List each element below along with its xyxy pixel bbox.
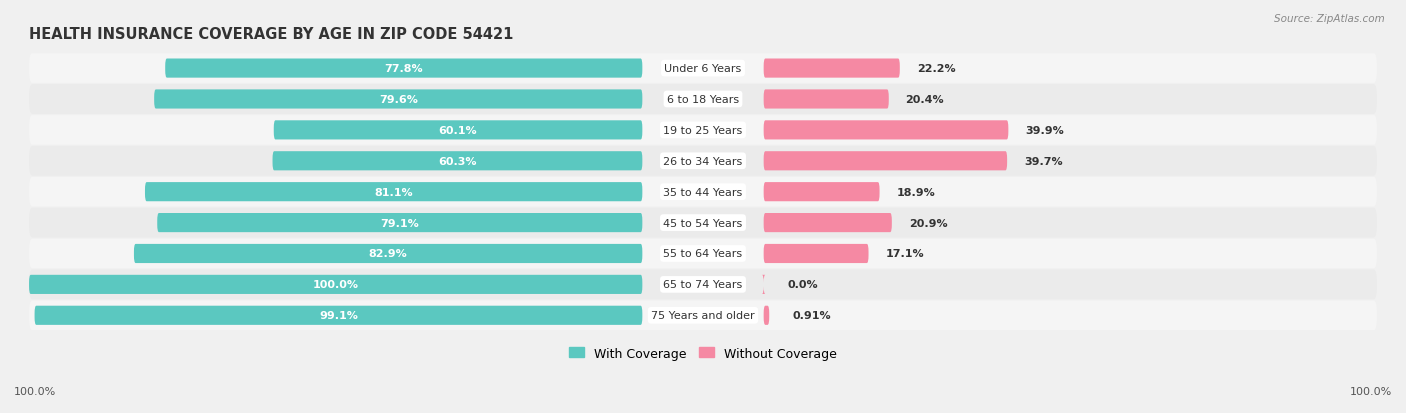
FancyBboxPatch shape (166, 59, 643, 78)
Text: 6 to 18 Years: 6 to 18 Years (666, 95, 740, 105)
FancyBboxPatch shape (155, 90, 643, 109)
Text: Source: ZipAtlas.com: Source: ZipAtlas.com (1274, 14, 1385, 24)
Text: HEALTH INSURANCE COVERAGE BY AGE IN ZIP CODE 54421: HEALTH INSURANCE COVERAGE BY AGE IN ZIP … (30, 27, 513, 42)
FancyBboxPatch shape (30, 116, 1376, 145)
Text: 60.1%: 60.1% (439, 126, 478, 135)
FancyBboxPatch shape (30, 301, 1376, 330)
Legend: With Coverage, Without Coverage: With Coverage, Without Coverage (564, 342, 842, 365)
FancyBboxPatch shape (763, 183, 880, 202)
FancyBboxPatch shape (145, 183, 643, 202)
Text: 19 to 25 Years: 19 to 25 Years (664, 126, 742, 135)
FancyBboxPatch shape (30, 239, 1376, 269)
FancyBboxPatch shape (763, 59, 900, 78)
FancyBboxPatch shape (763, 306, 769, 325)
FancyBboxPatch shape (30, 85, 1376, 114)
Text: 39.9%: 39.9% (1025, 126, 1064, 135)
Text: 99.1%: 99.1% (319, 311, 359, 320)
FancyBboxPatch shape (30, 147, 1376, 176)
FancyBboxPatch shape (762, 275, 765, 294)
Text: 35 to 44 Years: 35 to 44 Years (664, 187, 742, 197)
FancyBboxPatch shape (157, 214, 643, 233)
Text: 79.6%: 79.6% (378, 95, 418, 105)
Text: 0.0%: 0.0% (787, 280, 818, 290)
FancyBboxPatch shape (30, 54, 1376, 84)
Text: 100.0%: 100.0% (1350, 387, 1392, 396)
FancyBboxPatch shape (30, 208, 1376, 238)
Text: 17.1%: 17.1% (886, 249, 924, 259)
Text: 65 to 74 Years: 65 to 74 Years (664, 280, 742, 290)
FancyBboxPatch shape (30, 275, 643, 294)
Text: 60.3%: 60.3% (439, 157, 477, 166)
FancyBboxPatch shape (274, 121, 643, 140)
FancyBboxPatch shape (763, 214, 891, 233)
Text: 75 Years and older: 75 Years and older (651, 311, 755, 320)
FancyBboxPatch shape (30, 178, 1376, 207)
Text: 20.9%: 20.9% (908, 218, 948, 228)
Text: 55 to 64 Years: 55 to 64 Years (664, 249, 742, 259)
Text: 18.9%: 18.9% (897, 187, 935, 197)
Text: 20.4%: 20.4% (905, 95, 945, 105)
Text: Under 6 Years: Under 6 Years (665, 64, 741, 74)
Text: 39.7%: 39.7% (1024, 157, 1063, 166)
Text: 77.8%: 77.8% (384, 64, 423, 74)
FancyBboxPatch shape (763, 121, 1008, 140)
FancyBboxPatch shape (30, 270, 1376, 299)
FancyBboxPatch shape (763, 90, 889, 109)
Text: 100.0%: 100.0% (14, 387, 56, 396)
FancyBboxPatch shape (763, 244, 869, 263)
FancyBboxPatch shape (35, 306, 643, 325)
Text: 82.9%: 82.9% (368, 249, 408, 259)
Text: 22.2%: 22.2% (917, 64, 955, 74)
Text: 79.1%: 79.1% (381, 218, 419, 228)
Text: 81.1%: 81.1% (374, 187, 413, 197)
FancyBboxPatch shape (763, 152, 1007, 171)
FancyBboxPatch shape (273, 152, 643, 171)
Text: 45 to 54 Years: 45 to 54 Years (664, 218, 742, 228)
Text: 0.91%: 0.91% (793, 311, 831, 320)
Text: 100.0%: 100.0% (312, 280, 359, 290)
Text: 26 to 34 Years: 26 to 34 Years (664, 157, 742, 166)
FancyBboxPatch shape (134, 244, 643, 263)
